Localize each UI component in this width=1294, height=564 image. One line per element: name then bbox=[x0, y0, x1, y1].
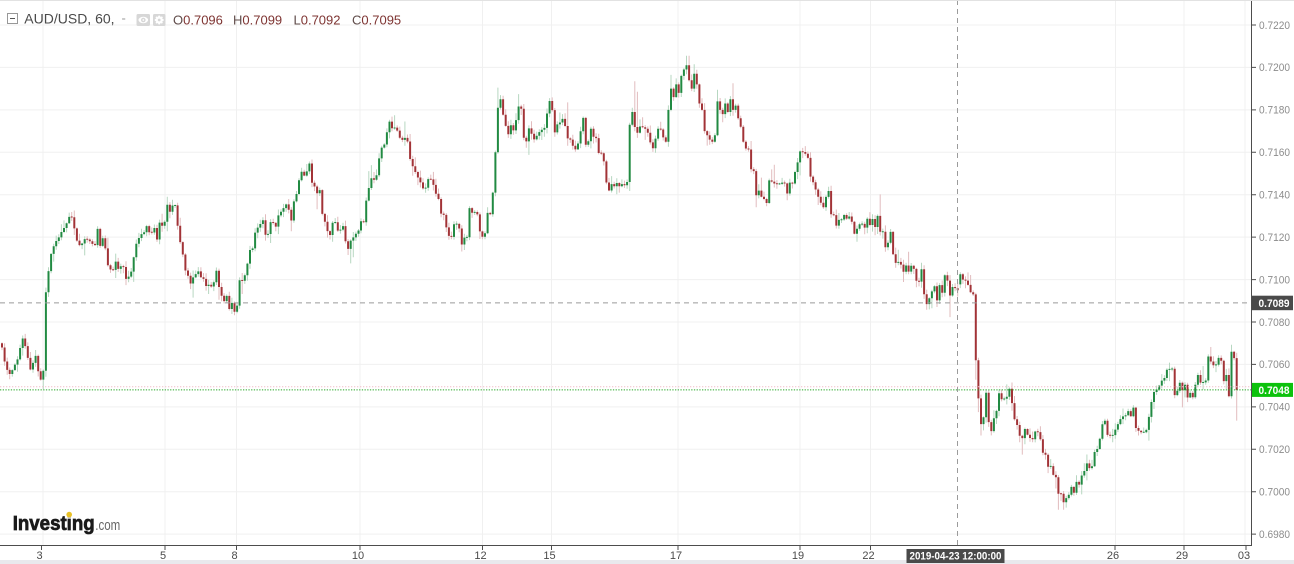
svg-text:17: 17 bbox=[670, 550, 682, 562]
svg-text:8: 8 bbox=[231, 550, 237, 562]
svg-text:0.7180: 0.7180 bbox=[1259, 105, 1290, 117]
svg-text:0.7160: 0.7160 bbox=[1259, 147, 1290, 159]
svg-text:C0.7095: C0.7095 bbox=[352, 13, 401, 28]
svg-text:0.7040: 0.7040 bbox=[1259, 402, 1290, 414]
svg-text:AUD/USD, 60,: AUD/USD, 60, bbox=[24, 11, 114, 27]
svg-text:0.7000: 0.7000 bbox=[1259, 487, 1290, 499]
svg-text:0.6980: 0.6980 bbox=[1259, 529, 1290, 541]
svg-text:15: 15 bbox=[543, 550, 555, 562]
svg-text:26: 26 bbox=[1107, 550, 1119, 562]
svg-text:3: 3 bbox=[36, 550, 42, 562]
svg-text:H0.7099: H0.7099 bbox=[233, 13, 282, 28]
svg-text:19: 19 bbox=[792, 550, 804, 562]
svg-text:0.7048: 0.7048 bbox=[1259, 385, 1290, 397]
svg-text:0.7080: 0.7080 bbox=[1259, 317, 1290, 329]
svg-text:0.7120: 0.7120 bbox=[1259, 232, 1290, 244]
svg-text:0.7140: 0.7140 bbox=[1259, 190, 1290, 202]
svg-text:22: 22 bbox=[862, 550, 874, 562]
svg-text:Investing: Investing bbox=[13, 513, 95, 535]
svg-text:0.7200: 0.7200 bbox=[1259, 62, 1290, 74]
svg-text:10: 10 bbox=[352, 550, 364, 562]
svg-text:.com: .com bbox=[95, 517, 120, 534]
svg-text:-: - bbox=[122, 11, 126, 26]
svg-text:0.7100: 0.7100 bbox=[1259, 274, 1290, 286]
svg-text:5: 5 bbox=[160, 550, 166, 562]
svg-text:12: 12 bbox=[474, 550, 486, 562]
svg-text:29: 29 bbox=[1176, 550, 1188, 562]
svg-text:0.7089: 0.7089 bbox=[1259, 298, 1290, 310]
svg-text:03: 03 bbox=[1238, 550, 1250, 562]
svg-text:0.7020: 0.7020 bbox=[1259, 444, 1290, 456]
svg-text:L0.7092: L0.7092 bbox=[294, 13, 341, 28]
svg-text:O0.7096: O0.7096 bbox=[173, 13, 223, 28]
svg-text:0.7060: 0.7060 bbox=[1259, 359, 1290, 371]
svg-text:2019-04-23 12:00:00: 2019-04-23 12:00:00 bbox=[910, 551, 1002, 563]
svg-text:0.7220: 0.7220 bbox=[1259, 20, 1290, 32]
